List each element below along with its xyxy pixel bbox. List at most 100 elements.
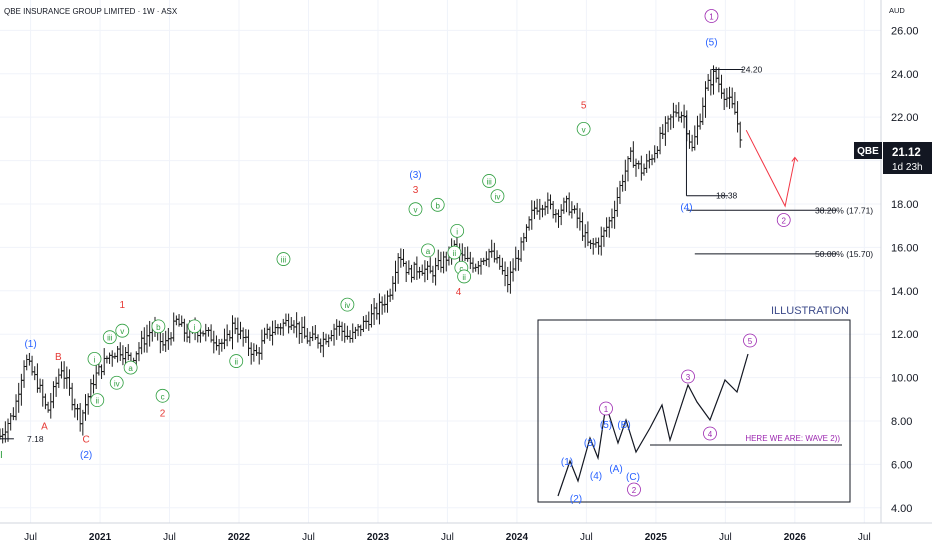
illustration-label-circle bbox=[599, 401, 613, 416]
wave-label-text: a bbox=[426, 247, 431, 256]
wave-label-circle bbox=[87, 352, 102, 366]
price-tick-label: 4.00 bbox=[891, 503, 912, 515]
wave-label: iii bbox=[276, 252, 291, 266]
price-tick-label: 12.00 bbox=[891, 329, 919, 341]
time-tick-label: Jul bbox=[163, 532, 176, 543]
wave-label: C bbox=[83, 435, 90, 446]
wave-label: i bbox=[450, 223, 465, 238]
price-tick-label: 14.00 bbox=[891, 286, 919, 298]
wave-label-circle bbox=[430, 197, 445, 212]
wave-label-text: 1 bbox=[120, 300, 126, 311]
illustration-label: 2 bbox=[627, 482, 641, 497]
illustration-inset: ILLUSTRATION HERE WE ARE: WAVE 2)) (1) (2… bbox=[537, 305, 851, 505]
wave-label-circle bbox=[155, 388, 170, 403]
wave-label: a bbox=[123, 360, 138, 375]
illustration-label-circle bbox=[743, 333, 757, 348]
wave-label-text: 5 bbox=[581, 101, 587, 112]
last-price-tag: QBE 21.12 1d 23h bbox=[854, 142, 932, 174]
wave-label-text: (2) bbox=[80, 450, 92, 461]
illustration-label-text: (1) bbox=[561, 457, 573, 468]
wave-label: ii bbox=[457, 269, 472, 284]
level-label: 7.18 bbox=[27, 434, 44, 444]
illustration-label-circle bbox=[681, 369, 695, 384]
wave-label-text: ii bbox=[234, 358, 238, 367]
illustration-label: 3 bbox=[681, 369, 695, 384]
wave-label: B bbox=[55, 352, 62, 363]
wave-label: A bbox=[41, 422, 48, 433]
wave-label-circle bbox=[408, 202, 423, 217]
wave-label-circle bbox=[151, 319, 166, 334]
illustration-label-text: 4 bbox=[708, 430, 713, 439]
wave-label: (4) bbox=[680, 203, 692, 214]
wave-label: iv bbox=[490, 189, 505, 204]
wave-label-circle bbox=[704, 9, 719, 23]
symbol-tag bbox=[854, 142, 882, 159]
projection-line bbox=[745, 129, 796, 208]
time-tick-label: Jul bbox=[580, 532, 593, 543]
wave-label: iv bbox=[340, 297, 355, 312]
illustration-wave-path bbox=[557, 353, 749, 497]
wave-label: a bbox=[421, 243, 435, 258]
wave-label-circle bbox=[187, 319, 202, 334]
wave-label: iii bbox=[482, 174, 497, 188]
wave-label-circle bbox=[457, 269, 472, 284]
wave-label-text: v bbox=[413, 206, 417, 215]
wave-label: 2 bbox=[776, 213, 791, 227]
wave-label-text: i bbox=[456, 227, 458, 236]
ohlc-bar bbox=[738, 121, 743, 148]
wave-label-text: iii bbox=[486, 177, 492, 186]
illustration-label-text: 5 bbox=[748, 337, 753, 346]
price-tick-label: 22.00 bbox=[891, 112, 919, 124]
wave-label: iv bbox=[109, 375, 124, 390]
illustration-label-circle bbox=[703, 426, 717, 441]
last-price-value: 21.12 bbox=[892, 147, 921, 159]
wave-label-text: c bbox=[161, 392, 165, 401]
illustration-label-circle bbox=[627, 482, 641, 497]
wave-label: 2 bbox=[160, 409, 166, 420]
wave-label-text: 2 bbox=[782, 217, 787, 226]
wave-label-text: (5) bbox=[705, 38, 717, 49]
price-axis: 4.006.008.0010.0012.0014.0016.0018.0020.… bbox=[891, 25, 919, 514]
wave-label-text: ii bbox=[462, 273, 466, 282]
illustration-label-text: 1 bbox=[604, 405, 609, 414]
wave-label: 1 bbox=[704, 9, 719, 23]
illustration-label: 4 bbox=[703, 426, 717, 441]
wave-label: ii bbox=[229, 354, 244, 368]
wave-label-text: B bbox=[55, 352, 62, 363]
price-tick-label: 24.00 bbox=[891, 69, 919, 81]
illustration-label: (C) bbox=[626, 472, 640, 483]
wave-label-circle bbox=[109, 375, 124, 390]
time-tick-label: Jul bbox=[24, 532, 37, 543]
wave-label: 4 bbox=[456, 287, 462, 298]
illustration-label-text: 3 bbox=[686, 373, 691, 382]
wave-label-circle bbox=[447, 245, 462, 260]
wave-label: iii bbox=[102, 330, 117, 345]
wave-label-text: a bbox=[128, 364, 133, 373]
wave-label-text: c bbox=[459, 264, 463, 273]
price-tick-label: 10.00 bbox=[891, 373, 919, 385]
time-tick-label: Jul bbox=[858, 532, 871, 543]
grid-lines bbox=[0, 0, 881, 523]
wave-label-circle bbox=[123, 360, 138, 375]
illustration-labels: (1) (2) (3) (4) (5) (A) (B) (C) 1 2 3 4 5 bbox=[561, 333, 757, 505]
wave-label-text: iv bbox=[345, 301, 351, 310]
wave-label-text: 3 bbox=[413, 185, 419, 196]
wave-label: b bbox=[151, 319, 166, 334]
level-label: 50.00% (15.70) bbox=[815, 249, 873, 259]
wave-label-circle bbox=[276, 252, 291, 266]
illustration-note: HERE WE ARE: WAVE 2)) bbox=[745, 434, 840, 443]
wave-label-text: v bbox=[120, 327, 124, 336]
time-tick-label: 2022 bbox=[228, 532, 251, 543]
time-tick-label: Jul bbox=[302, 532, 315, 543]
wave-label-text: 4 bbox=[456, 287, 462, 298]
illustration-label-text: (B) bbox=[617, 420, 630, 431]
illustration-label-text: (C) bbox=[626, 472, 640, 483]
illustration-title: ILLUSTRATION bbox=[771, 305, 849, 317]
wave-label: ii bbox=[90, 393, 105, 408]
illustration-label: 5 bbox=[743, 333, 757, 348]
wave-label-text: (1) bbox=[24, 339, 36, 350]
illustration-label-text: (A) bbox=[609, 464, 622, 475]
time-tick-label: 2025 bbox=[645, 532, 668, 543]
time-tick-label: Jul bbox=[719, 532, 732, 543]
